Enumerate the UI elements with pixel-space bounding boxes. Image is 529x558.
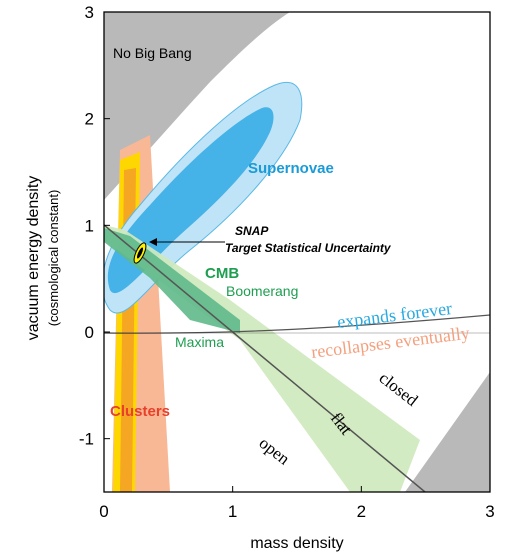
supernovae-label: Supernovae [248,160,334,177]
y-axis-subtitle: (cosmological constant) [46,190,61,327]
closed-label: closed [376,368,422,410]
maxima-label: Maxima [175,334,224,350]
boomerang-label: Boomerang [226,283,298,299]
y-tick-label: -1 [79,430,94,449]
flat-line [104,224,426,492]
x-tick-label: 2 [357,502,366,521]
y-tick-group: -1 0 1 2 3 [79,3,110,449]
y-tick-label: 0 [85,323,94,342]
cmb-label: CMB [205,265,239,282]
clusters-label: Clusters [110,403,170,420]
expands-boundary-curve [104,314,490,334]
y-tick-label: 3 [85,3,94,22]
x-tick-label: 1 [228,502,237,521]
y-tick-label: 1 [85,216,94,235]
no-big-bang-region [104,12,290,200]
recollapses-label: recollapses eventually [310,323,471,362]
plot-frame [103,11,491,493]
x-tick-label: 0 [99,502,108,521]
x-tick-group: 0 1 2 3 [99,486,495,521]
no-big-bang-label: No Big Bang [113,45,192,61]
y-tick-label: 2 [85,110,94,129]
closed-corner-region [405,372,490,492]
y-axis-title: vacuum energy density [25,176,42,341]
x-axis-title: mass density [250,535,343,552]
snap-label: SNAP [235,224,269,238]
x-tick-label: 3 [485,502,494,521]
open-label: open [256,433,294,469]
snap-inner-ellipse [136,247,144,259]
snap-uncertainty-label: Target Statistical Uncertainty [225,241,392,255]
